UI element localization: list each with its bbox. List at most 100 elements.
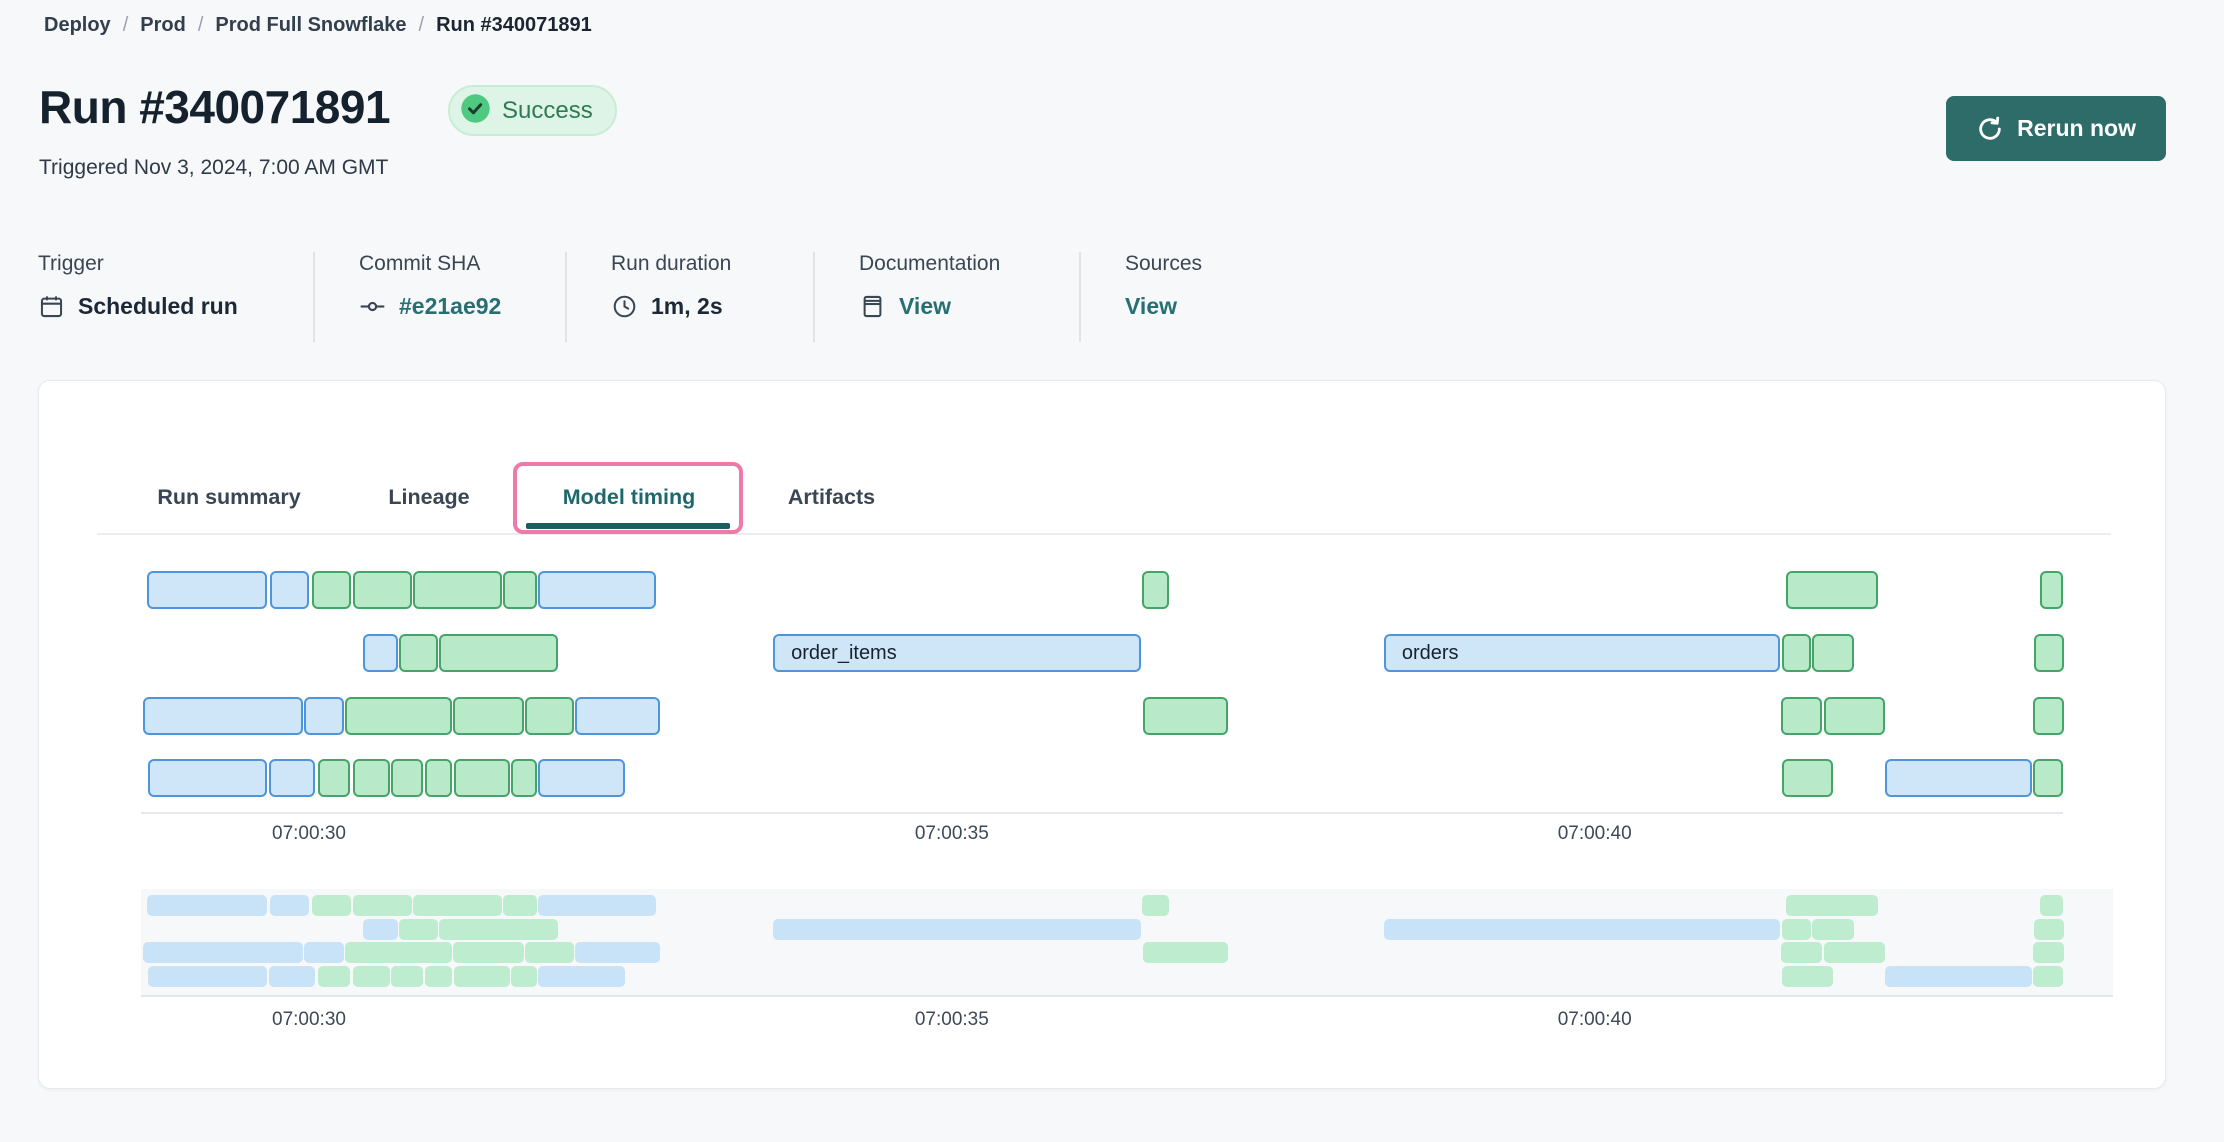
minimap-bar [148, 966, 267, 987]
gantt-bar[interactable] [1823, 697, 1886, 735]
gantt-bar[interactable] [269, 759, 316, 797]
tab-model-timing[interactable]: Model timing [562, 485, 696, 509]
gantt-bar-orders[interactable]: orders [1383, 634, 1780, 672]
gantt-bar[interactable] [398, 634, 438, 672]
minimap-bar [143, 942, 303, 963]
minimap-bar [1383, 919, 1780, 940]
gantt-bar[interactable] [362, 634, 398, 672]
rerun-now-label: Rerun now [2017, 115, 2136, 141]
gantt-bar[interactable] [1781, 697, 1823, 735]
gantt-bar[interactable] [537, 571, 657, 609]
meta-value-documentation: View [859, 293, 1043, 320]
gantt-bar[interactable] [424, 759, 452, 797]
page-title: Run #340071891 [39, 81, 391, 133]
gantt-bar[interactable] [344, 697, 452, 735]
tab-run-summary[interactable]: Run summary [157, 485, 301, 509]
gantt-bar[interactable] [452, 697, 524, 735]
minimap-bar [269, 966, 316, 987]
axis-tick-label: 07:00:30 [272, 823, 346, 844]
minimap-tick-label: 07:00:35 [914, 1009, 989, 1030]
commit-sha-link[interactable]: #e21ae92 [399, 293, 502, 319]
gantt-bar-order_items[interactable]: order_items [773, 634, 1141, 672]
minimap-bar [270, 895, 309, 916]
gantt-bar[interactable] [317, 759, 351, 797]
minimap-bar [1782, 966, 1833, 987]
rerun-now-button[interactable]: Rerun now [1946, 96, 2166, 161]
meta-label-trigger: Trigger [38, 252, 104, 275]
documentation-link[interactable]: View [899, 293, 951, 319]
gantt-bar[interactable] [524, 697, 574, 735]
gantt-bar[interactable] [1782, 759, 1833, 797]
minimap-bar [454, 966, 510, 987]
gantt-bar[interactable] [391, 759, 424, 797]
gantt-bar[interactable] [2039, 571, 2063, 609]
minimap-bar [424, 966, 452, 987]
minimap-bar [413, 895, 502, 916]
gantt-bar[interactable] [454, 759, 510, 797]
gantt-bar[interactable] [2033, 697, 2064, 735]
minimap-bar [344, 942, 452, 963]
minimap-bar [311, 895, 352, 916]
gantt-bar[interactable] [148, 759, 267, 797]
gantt-bar[interactable] [1143, 697, 1229, 735]
gantt-bar[interactable] [1782, 634, 1811, 672]
status-badge: Success [448, 85, 617, 136]
gantt-bar[interactable] [143, 697, 303, 735]
gantt-bar[interactable] [2034, 634, 2064, 672]
minimap-bar [575, 942, 660, 963]
run-duration-value: 1m, 2s [651, 293, 723, 319]
gantt-bar[interactable] [575, 697, 660, 735]
gantt-bar[interactable] [1811, 634, 1855, 672]
gantt-bar[interactable] [1142, 571, 1170, 609]
breadcrumb-separator: / [197, 14, 204, 36]
gantt-bar[interactable] [303, 697, 344, 735]
breadcrumb-item[interactable]: Deploy [44, 14, 111, 36]
meta-value-trigger: Scheduled run [38, 293, 277, 320]
gantt-bar[interactable] [352, 759, 390, 797]
gantt-bar[interactable] [503, 571, 537, 609]
gantt-bar[interactable] [2033, 759, 2063, 797]
commit-icon [359, 293, 386, 320]
gantt-bar[interactable] [1885, 759, 2032, 797]
active-tab-indicator [526, 523, 730, 529]
tab-artifacts[interactable]: Artifacts [787, 485, 876, 509]
minimap-bar [2039, 895, 2063, 916]
tab-lineage[interactable]: Lineage [388, 485, 470, 509]
minimap-bar [303, 942, 344, 963]
calendar-icon [38, 293, 65, 320]
minimap-bar [1885, 966, 2032, 987]
meta-col-commit-sha: Commit SHA #e21ae92 [315, 252, 567, 342]
meta-col-sources: Sources View [1081, 252, 1281, 342]
minimap-bar [1143, 942, 1229, 963]
axis-tick-label: 07:00:40 [1557, 823, 1632, 844]
tabs-underline [97, 533, 2111, 535]
minimap-bar [510, 966, 537, 987]
gantt-bar[interactable] [438, 634, 559, 672]
breadcrumb-item[interactable]: Prod [140, 14, 186, 36]
gantt-bar[interactable] [311, 571, 352, 609]
gantt-bar[interactable] [1786, 571, 1878, 609]
gantt-bar-label: order_items [791, 641, 897, 664]
sources-link[interactable]: View [1125, 293, 1177, 319]
trigger-value: Scheduled run [78, 293, 238, 319]
gantt-bar[interactable] [352, 571, 412, 609]
meta-label-documentation: Documentation [859, 252, 1001, 275]
breadcrumb-item: Run #340071891 [436, 14, 592, 36]
gantt-bar[interactable] [413, 571, 502, 609]
minimap-bar [537, 966, 626, 987]
refresh-icon [1976, 115, 2004, 143]
minimap-bar [1142, 895, 1170, 916]
document-icon [859, 293, 886, 320]
gantt-bar[interactable] [537, 759, 626, 797]
minimap-bar [398, 919, 438, 940]
minimap-bar [317, 966, 351, 987]
breadcrumb-separator: / [122, 14, 129, 36]
gantt-bar[interactable] [147, 571, 267, 609]
gantt-bar[interactable] [270, 571, 309, 609]
gantt-bar[interactable] [510, 759, 537, 797]
minimap-bar [524, 942, 574, 963]
run-meta-row: Trigger Scheduled run Commit SHA #e21ae92 Ru… [38, 252, 1281, 342]
breadcrumb-item[interactable]: Prod Full Snowflake [215, 14, 407, 36]
run-detail-card: Run summary Lineage Model timing Artifacts … [38, 380, 2166, 1089]
minimap-bar [438, 919, 559, 940]
